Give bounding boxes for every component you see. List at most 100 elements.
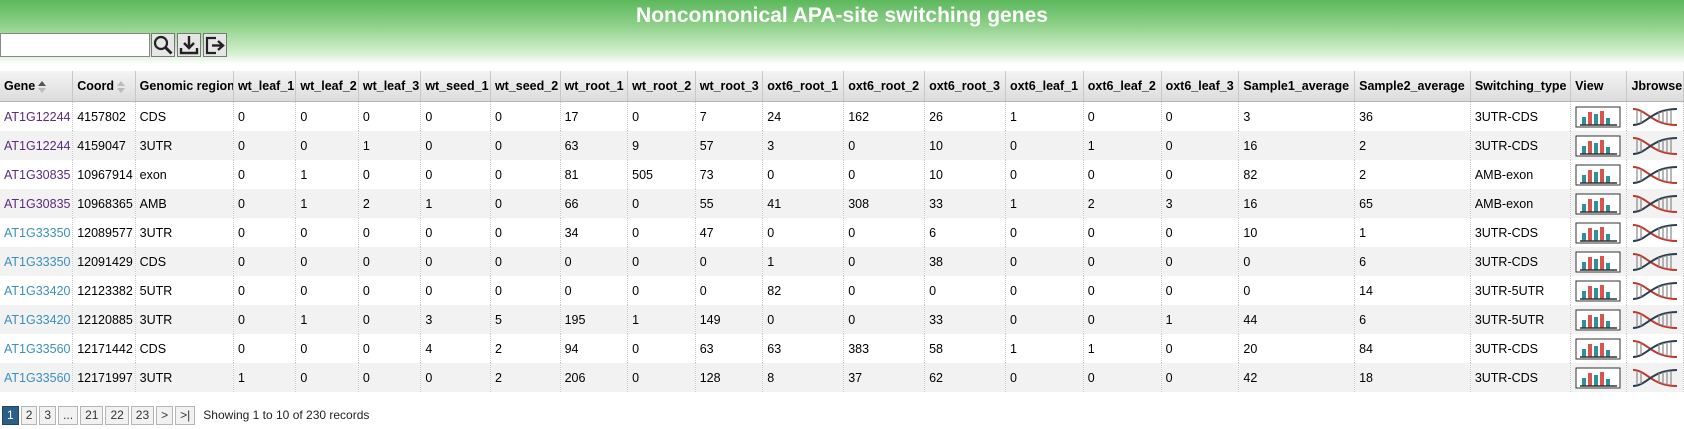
view-chart-button[interactable] <box>1570 276 1628 305</box>
cell-wt-leaf-3: 0 <box>358 160 422 189</box>
next-page-button[interactable]: > <box>156 405 174 425</box>
download-button[interactable] <box>177 33 201 57</box>
gene-link[interactable]: AT1G12244 <box>4 109 71 124</box>
page-button-2[interactable]: 2 <box>20 405 38 425</box>
search-button[interactable] <box>151 33 175 57</box>
view-chart-button[interactable] <box>1570 218 1628 247</box>
genome-browser-icon <box>1633 136 1678 155</box>
page-button-21[interactable]: 21 <box>80 405 104 425</box>
cell-sample2-average: 84 <box>1354 334 1471 363</box>
column-header-genomic-region[interactable]: Genomic region <box>135 71 234 102</box>
column-header-oxt6-leaf-1[interactable]: oxt6_leaf_1 <box>1005 71 1084 102</box>
jbrowse-button[interactable] <box>1626 305 1684 334</box>
column-header-switching-type[interactable]: Switching_type <box>1470 71 1572 102</box>
gene-link[interactable]: AT1G33560 <box>4 341 71 356</box>
column-header-jbrowse[interactable]: Jbrowse <box>1626 71 1684 102</box>
cell-sample2-average: 36 <box>1354 101 1471 131</box>
jbrowse-button[interactable] <box>1626 101 1684 131</box>
cell-wt-seed-2: 0 <box>490 101 561 131</box>
cell-wt-root-1: 63 <box>560 131 629 160</box>
last-page-button[interactable]: >| <box>175 405 196 425</box>
jbrowse-button[interactable] <box>1626 334 1684 363</box>
column-header-wt-leaf-3[interactable]: wt_leaf_3 <box>358 71 422 102</box>
gene-link[interactable]: AT1G33350 <box>4 254 71 269</box>
table-row: AT1G33350 12089577 3UTR 0 0 0 0 0 34 0 47 0 0 6 0 0 0 10 1… <box>0 218 1684 247</box>
column-header-sample2-average[interactable]: Sample2_average <box>1354 71 1471 102</box>
sort-icon[interactable] <box>117 80 126 93</box>
page-button-1[interactable]: 1 <box>2 405 19 425</box>
cell-wt-seed-1: 0 <box>420 131 491 160</box>
column-header-oxt6-leaf-2[interactable]: oxt6_leaf_2 <box>1083 71 1162 102</box>
page-button-23[interactable]: 23 <box>130 405 155 425</box>
view-chart-button[interactable] <box>1570 334 1628 363</box>
view-chart-button[interactable] <box>1570 131 1628 160</box>
cell-genomic-region: 3UTR <box>135 363 234 392</box>
column-header-wt-seed-2[interactable]: wt_seed_2 <box>490 71 561 102</box>
gene-link[interactable]: AT1G33560 <box>4 370 71 385</box>
cell-wt-leaf-1: 0 <box>233 334 297 363</box>
cell-wt-root-2: 0 <box>627 218 696 247</box>
page-button-3[interactable]: 3 <box>39 405 57 425</box>
gene-link[interactable]: AT1G30835 <box>4 196 71 211</box>
cell-wt-leaf-2: 1 <box>295 305 359 334</box>
view-chart-button[interactable] <box>1570 363 1628 392</box>
cell-oxt6-leaf-3: 0 <box>1161 363 1240 392</box>
cell-oxt6-root-1: 41 <box>762 189 845 218</box>
cell-genomic-region: CDS <box>135 334 234 363</box>
cell-oxt6-leaf-2: 0 <box>1083 305 1162 334</box>
cell-wt-leaf-1: 0 <box>233 276 297 305</box>
column-header-coord[interactable]: Coord <box>72 71 136 102</box>
column-header-label: oxt6_root_1 <box>767 79 839 93</box>
cell-oxt6-root-2: 0 <box>843 305 926 334</box>
gene-link[interactable]: AT1G12244 <box>4 138 71 153</box>
column-header-gene[interactable]: Gene <box>0 71 74 102</box>
page-button-22[interactable]: 22 <box>105 405 129 425</box>
gene-link[interactable]: AT1G33350 <box>4 225 71 240</box>
export-icon <box>205 36 225 55</box>
jbrowse-button[interactable] <box>1626 363 1684 392</box>
column-header-oxt6-root-3[interactable]: oxt6_root_3 <box>924 71 1006 102</box>
column-header-label: wt_leaf_1 <box>237 79 295 93</box>
column-header-wt-root-2[interactable]: wt_root_2 <box>627 71 696 102</box>
gene-link[interactable]: AT1G30835 <box>4 167 71 182</box>
column-header-wt-leaf-1[interactable]: wt_leaf_1 <box>233 71 297 102</box>
cell-wt-seed-2: 5 <box>490 305 561 334</box>
column-header-sample1-average[interactable]: Sample1_average <box>1238 71 1356 102</box>
gene-link[interactable]: AT1G33420 <box>4 312 71 327</box>
jbrowse-button[interactable] <box>1626 276 1684 305</box>
view-chart-button[interactable] <box>1570 189 1628 218</box>
view-chart-button[interactable] <box>1570 160 1628 189</box>
sort-icon[interactable] <box>38 80 47 93</box>
view-chart-button[interactable] <box>1570 101 1628 131</box>
view-chart-button[interactable] <box>1570 247 1628 276</box>
cell-wt-root-3: 0 <box>695 247 764 276</box>
column-header-wt-root-1[interactable]: wt_root_1 <box>560 71 629 102</box>
export-button[interactable] <box>203 33 227 57</box>
column-header-oxt6-root-2[interactable]: oxt6_root_2 <box>843 71 926 102</box>
search-input[interactable] <box>0 33 150 57</box>
jbrowse-button[interactable] <box>1626 247 1684 276</box>
bar-chart-icon <box>1575 106 1621 127</box>
jbrowse-button[interactable] <box>1626 218 1684 247</box>
cell-sample1-average: 16 <box>1238 189 1356 218</box>
jbrowse-button[interactable] <box>1626 131 1684 160</box>
cell-switching-type: 3UTR-CDS <box>1470 363 1572 392</box>
view-chart-button[interactable] <box>1570 305 1628 334</box>
genome-browser-icon <box>1633 165 1678 184</box>
column-header-wt-seed-1[interactable]: wt_seed_1 <box>420 71 491 102</box>
column-header-wt-root-3[interactable]: wt_root_3 <box>695 71 764 102</box>
column-header-view[interactable]: View <box>1570 71 1628 102</box>
cell-wt-seed-2: 0 <box>490 247 561 276</box>
column-header-oxt6-root-1[interactable]: oxt6_root_1 <box>762 71 845 102</box>
gene-link[interactable]: AT1G33420 <box>4 283 71 298</box>
gene-cell: AT1G30835 <box>0 189 74 218</box>
column-header-wt-leaf-2[interactable]: wt_leaf_2 <box>295 71 359 102</box>
cell-wt-leaf-1: 0 <box>233 305 297 334</box>
cell-wt-root-2: 1 <box>627 305 696 334</box>
jbrowse-button[interactable] <box>1626 189 1684 218</box>
cell-oxt6-root-2: 0 <box>843 160 926 189</box>
cell-oxt6-root-3: 58 <box>924 334 1006 363</box>
column-header-oxt6-leaf-3[interactable]: oxt6_leaf_3 <box>1161 71 1240 102</box>
cell-oxt6-leaf-2: 1 <box>1083 131 1162 160</box>
jbrowse-button[interactable] <box>1626 160 1684 189</box>
